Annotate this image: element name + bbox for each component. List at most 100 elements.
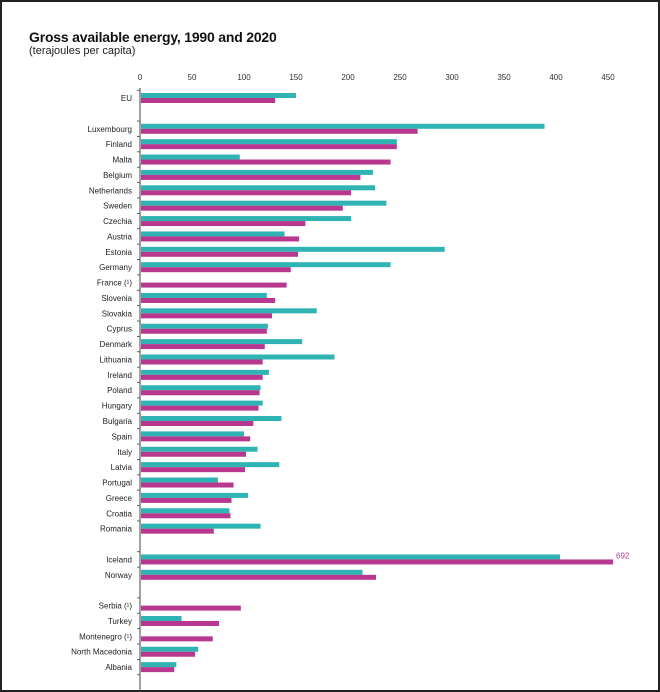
x-tick-label: 350: [497, 73, 511, 82]
bar-magenta: [141, 528, 214, 534]
category-label: Sweden: [103, 202, 132, 211]
bar-teal: [141, 93, 296, 98]
bar-teal: [141, 292, 267, 298]
bar-magenta: [141, 482, 234, 488]
chart-title: Gross available energy, 1990 and 2020: [29, 29, 277, 45]
bar-magenta: [141, 313, 273, 319]
chart-subtitle: (terajoules per capita): [29, 45, 136, 57]
bar-magenta: [141, 651, 196, 657]
bar-magenta: [141, 267, 291, 273]
x-tick-label: 100: [237, 73, 251, 82]
bar-magenta: [141, 205, 343, 211]
category-label: Serbia (¹): [99, 602, 133, 611]
bar-magenta: [141, 559, 613, 565]
bar-teal: [141, 446, 258, 452]
category-label: Denmark: [100, 340, 133, 349]
bar-teal: [141, 262, 391, 268]
bar-magenta: [141, 251, 299, 257]
bar-teal: [141, 492, 249, 498]
bar-magenta: [141, 405, 259, 411]
category-label: Luxembourg: [88, 125, 132, 134]
bar-magenta: [141, 128, 418, 134]
bar-magenta: [141, 144, 397, 150]
category-label: Bulgaria: [103, 417, 133, 426]
bar-teal: [141, 139, 397, 145]
bar-magenta: [141, 359, 263, 365]
category-label: Spain: [112, 432, 132, 441]
category-label: Greece: [106, 494, 133, 503]
category-label: Austria: [107, 232, 132, 241]
bar-magenta: [141, 297, 276, 303]
bar-teal: [141, 339, 303, 345]
category-label: Slovakia: [102, 309, 133, 318]
bar-teal: [141, 400, 263, 406]
category-label: Romania: [100, 525, 133, 534]
x-tick-label: 0: [138, 73, 143, 82]
bar-teal: [141, 477, 218, 483]
bar-magenta: [141, 467, 245, 473]
category-label: Ireland: [108, 371, 132, 380]
category-label: Portugal: [102, 479, 132, 488]
bar-teal: [141, 554, 561, 560]
bar-teal: [141, 169, 373, 175]
bar-magenta: [141, 605, 241, 611]
bar-magenta: [141, 236, 300, 242]
category-label: Latvia: [111, 463, 133, 472]
bar-magenta: [141, 282, 287, 288]
category-label: Italy: [117, 448, 132, 457]
category-label: Turkey: [108, 617, 132, 626]
category-label: France (¹): [97, 279, 132, 288]
bar-teal: [141, 246, 445, 252]
bar-magenta: [141, 636, 213, 642]
bar-magenta: [141, 451, 247, 457]
bar-teal: [141, 354, 335, 360]
category-label: Netherlands: [89, 186, 132, 195]
bar-magenta: [141, 513, 231, 519]
bar-teal: [141, 308, 317, 314]
bar-teal: [141, 662, 177, 668]
bar-teal: [141, 462, 280, 468]
x-tick-label: 300: [445, 73, 459, 82]
bar-magenta: [141, 574, 377, 580]
bar-teal: [141, 231, 285, 237]
bar-teal: [141, 385, 261, 391]
x-tick-label: 250: [393, 73, 407, 82]
bar-teal: [141, 369, 269, 375]
x-tick-label: 400: [549, 73, 563, 82]
category-label: Cyprus: [107, 325, 132, 334]
category-label: Slovenia: [101, 294, 132, 303]
bar-teal: [141, 615, 182, 621]
bar-magenta: [141, 436, 251, 442]
category-label: Albania: [105, 663, 132, 672]
x-tick-label: 450: [601, 73, 615, 82]
bar-magenta: [141, 374, 263, 380]
category-label: Croatia: [106, 509, 132, 518]
bar-teal: [141, 216, 352, 222]
bar-teal: [141, 185, 375, 191]
bar-teal: [141, 523, 261, 529]
category-label: Hungary: [102, 402, 132, 411]
data-label: 692: [616, 551, 630, 560]
x-tick-label: 50: [188, 73, 197, 82]
bar-magenta: [141, 98, 276, 103]
category-label: EU: [121, 94, 132, 103]
category-label: Iceland: [106, 555, 132, 564]
bar-magenta: [141, 221, 306, 227]
bar-magenta: [141, 620, 219, 626]
category-label: Finland: [106, 140, 132, 149]
category-label: Belgium: [103, 171, 132, 180]
bar-magenta: [141, 667, 175, 673]
bar-teal: [141, 416, 282, 421]
bar-magenta: [141, 328, 267, 334]
bar-magenta: [141, 344, 265, 350]
x-tick-label: 200: [341, 73, 355, 82]
bar-magenta: [141, 497, 232, 503]
bar-magenta: [141, 421, 254, 426]
bar-teal: [141, 123, 545, 129]
x-tick-label: 150: [289, 73, 303, 82]
bar-teal: [141, 431, 244, 437]
category-label: Germany: [99, 263, 132, 272]
bar-teal: [141, 646, 199, 652]
category-label: Czechia: [103, 217, 132, 226]
